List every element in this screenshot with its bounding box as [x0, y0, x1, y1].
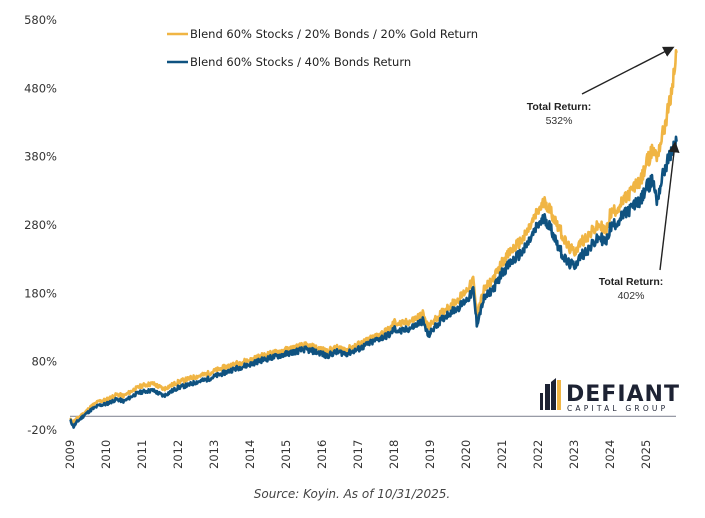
x-tick-label: 2020	[459, 440, 473, 469]
x-tick-label: 2015	[279, 440, 293, 469]
annotation-title: Total Return:	[527, 101, 592, 113]
x-tick-label: 2019	[423, 440, 437, 469]
x-tick-label: 2023	[567, 440, 581, 469]
legend-label: Blend 60% Stocks / 20% Bonds / 20% Gold …	[190, 27, 478, 41]
legend-item-bond-blend: Blend 60% Stocks / 40% Bonds Return	[167, 55, 411, 69]
logo-subtitle: CAPITAL GROUP	[567, 404, 668, 413]
x-tick-label: 2018	[387, 440, 401, 469]
x-tick-label: 2025	[639, 440, 653, 469]
building-icon	[540, 378, 561, 410]
legend: Blend 60% Stocks / 20% Bonds / 20% Gold …	[167, 27, 478, 69]
y-tick-label: 380%	[24, 150, 57, 164]
annotation-value: 532%	[546, 115, 573, 127]
x-tick-label: 2013	[207, 440, 221, 469]
x-tick-label: 2021	[495, 440, 509, 469]
annotation-bond-total-return: Total Return: 402%	[599, 141, 680, 302]
x-tick-label: 2022	[531, 440, 545, 469]
logo-name: DEFIANT	[566, 382, 680, 407]
source-note: Source: Koyin. As of 10/31/2025.	[254, 487, 450, 501]
y-axis-ticks: 580% 480% 380% 280% 180% 80% -20%	[24, 13, 57, 437]
series-line-bond-blend	[69, 135, 678, 429]
y-tick-label: 80%	[31, 355, 57, 369]
annotation-title: Total Return:	[599, 276, 664, 288]
y-tick-label: 280%	[24, 218, 57, 232]
annotation-gold-total-return: Total Return: 532%	[527, 46, 675, 127]
series-lines	[69, 49, 678, 429]
x-tick-label: 2009	[63, 440, 77, 469]
series-line-gold-blend	[69, 49, 678, 424]
y-tick-label: 480%	[24, 81, 57, 95]
y-tick-label: 580%	[24, 13, 57, 27]
x-tick-label: 2024	[603, 440, 617, 469]
y-tick-label: -20%	[27, 423, 57, 437]
x-tick-label: 2014	[243, 440, 257, 469]
x-tick-label: 2017	[351, 440, 365, 469]
annotation-arrow	[659, 141, 680, 271]
annotation-arrow	[581, 46, 675, 95]
annotation-value: 402%	[618, 290, 645, 302]
y-tick-label: 180%	[24, 286, 57, 300]
x-tick-label: 2016	[315, 440, 329, 469]
x-tick-label: 2012	[171, 440, 185, 469]
defiant-logo: DEFIANT CAPITAL GROUP	[540, 378, 680, 413]
x-tick-label: 2010	[99, 440, 113, 469]
legend-label: Blend 60% Stocks / 40% Bonds Return	[190, 55, 411, 69]
x-tick-label: 2011	[135, 440, 149, 469]
x-axis-ticks: 2009 2010 2011 2012 2013 2014 2015 2016 2017 2018…	[63, 440, 653, 469]
legend-item-gold-blend: Blend 60% Stocks / 20% Bonds / 20% Gold …	[167, 27, 478, 41]
